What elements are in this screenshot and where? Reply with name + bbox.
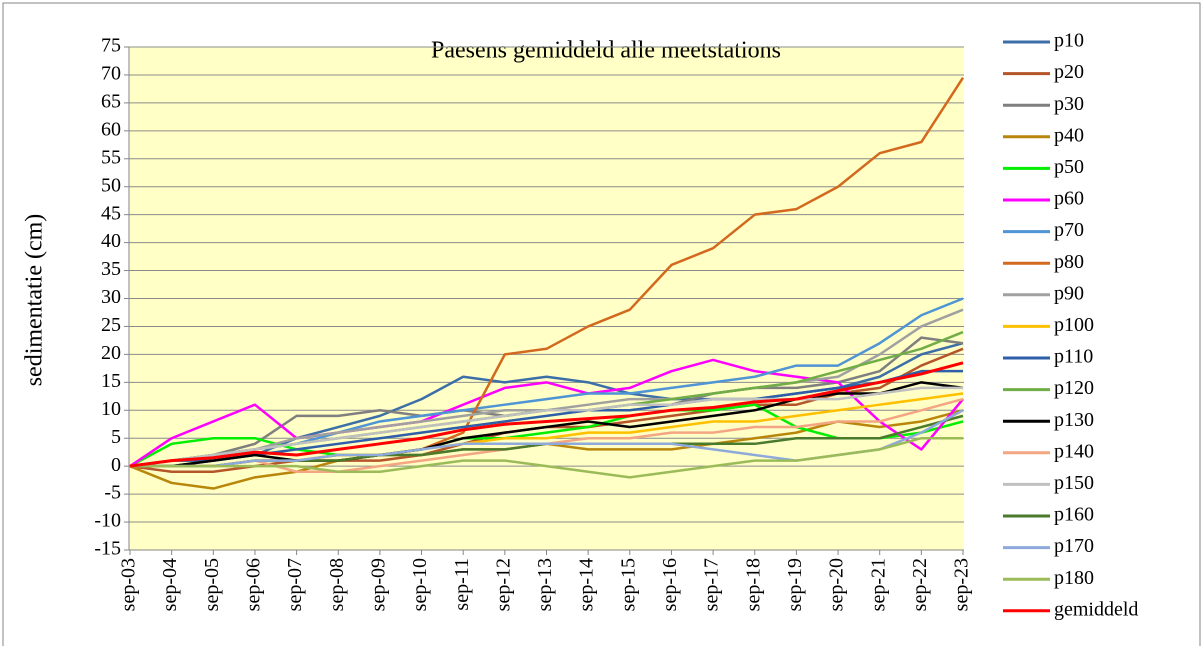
y-tick-label: 45	[101, 202, 121, 224]
x-tick-label: sep-22	[909, 558, 931, 611]
x-tick-label: sep-18	[742, 558, 764, 611]
x-tick-label: sep-20	[826, 558, 848, 611]
x-tick-label: sep-08	[326, 558, 348, 611]
x-tick-label: sep-16	[659, 558, 681, 611]
legend-label: p70	[1054, 219, 1084, 241]
legend-label: gemiddeld	[1054, 598, 1138, 620]
y-tick-label: 35	[101, 258, 121, 280]
series-line	[130, 436, 963, 479]
legend-label: p150	[1054, 472, 1094, 494]
series-line	[129, 358, 964, 468]
x-tick-label: sep-14	[576, 558, 598, 611]
legend-label: p50	[1054, 156, 1084, 178]
legend-label: p80	[1054, 251, 1084, 273]
legend-label: p40	[1054, 124, 1084, 146]
y-tick-label: 0	[111, 454, 121, 476]
legend-label: p120	[1054, 377, 1094, 399]
legend-label: p30	[1054, 93, 1084, 115]
x-tick-label: sep-04	[159, 558, 181, 611]
legend-label: p90	[1054, 282, 1084, 304]
legend-label: p60	[1054, 188, 1084, 210]
x-tick-label: sep-21	[867, 558, 889, 611]
x-tick-label: sep-15	[617, 558, 639, 611]
chart-title: Paesens gemiddeld alle meetstations	[431, 38, 781, 64]
series-line	[129, 403, 964, 468]
y-tick-label: 60	[101, 118, 121, 140]
x-tick-label: sep-10	[409, 558, 431, 611]
legend-label: p130	[1054, 409, 1094, 431]
legend-label: p10	[1054, 30, 1084, 52]
legend-label: p180	[1054, 567, 1094, 589]
x-tick-label: sep-12	[492, 558, 514, 611]
x-tick-label: sep-23	[951, 558, 973, 611]
legend-label: p100	[1054, 314, 1094, 336]
legend-label: p160	[1054, 504, 1094, 526]
series-line	[129, 386, 963, 468]
y-tick-label: 55	[101, 146, 121, 168]
y-tick-label: 5	[111, 426, 121, 448]
y-tick-label: 40	[101, 230, 121, 252]
y-tick-label: 15	[101, 370, 121, 392]
legend-label: p110	[1054, 346, 1093, 368]
x-tick-label: sep-07	[284, 558, 306, 611]
x-tick-label: sep-17	[701, 558, 723, 611]
y-tick-label: 25	[101, 314, 121, 336]
legend-label: p170	[1054, 535, 1094, 557]
x-tick-label: sep-05	[201, 558, 223, 611]
y-tick-label: -5	[104, 482, 121, 504]
y-tick-label: -15	[94, 538, 121, 560]
x-tick-label: sep-19	[784, 558, 806, 611]
series-line	[130, 381, 964, 468]
legend-label: p20	[1054, 61, 1084, 83]
y-tick-label: 10	[101, 398, 121, 420]
y-tick-label: -10	[94, 510, 121, 532]
y-tick-label: 65	[101, 90, 121, 112]
series-line	[129, 361, 964, 468]
y-tick-label: 30	[101, 286, 121, 308]
legend-label: p140	[1054, 440, 1094, 462]
x-tick-label: sep-03	[118, 558, 140, 611]
y-axis-title: sedimentatie (cm)	[22, 214, 48, 387]
y-tick-label: 50	[101, 174, 121, 196]
y-tick-label: 75	[101, 35, 121, 57]
x-tick-label: sep-13	[534, 558, 556, 611]
x-tick-label: sep-06	[243, 558, 265, 611]
y-tick-label: 20	[101, 342, 121, 364]
x-tick-label: sep-11	[451, 558, 473, 611]
x-tick-label: sep-09	[367, 558, 389, 611]
y-tick-label: 70	[101, 63, 121, 85]
